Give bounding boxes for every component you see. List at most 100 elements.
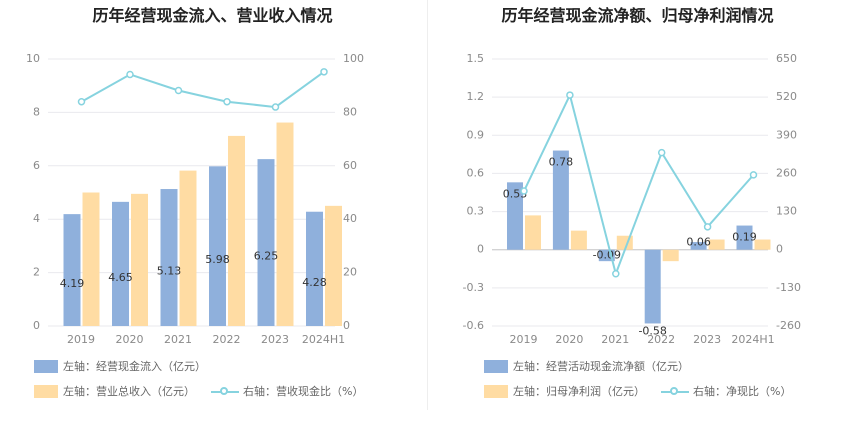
legend-label-net-profit: 左轴：归母净利润（亿元）	[513, 385, 645, 398]
left-chart-title: 历年经营现金流入、营业收入情况	[92, 6, 333, 25]
right-category-label: 2019	[510, 333, 538, 346]
right-left-tick-label: 0	[477, 243, 484, 256]
left-right-tick-label: 0	[343, 319, 350, 332]
left-bar-primary	[63, 214, 81, 326]
right-bar-secondary	[525, 215, 541, 250]
left-category-label: 2024H1	[302, 333, 345, 346]
right-ratio-point	[749, 171, 758, 179]
right-right-tick-label: 130	[776, 205, 797, 218]
right-bar-secondary	[708, 239, 725, 250]
left-left-tick-label: 6	[33, 159, 40, 172]
left-ratio-point	[174, 86, 183, 95]
left-bar-secondary	[325, 205, 342, 326]
left-right-tick-label: 40	[343, 212, 357, 225]
right-category-label: 2024H1	[731, 333, 774, 346]
legend-label-cash-revenue-ratio: 右轴：营收现金比（%）	[243, 385, 364, 398]
right-bar-data-label: 0.78	[549, 156, 574, 169]
left-legend-row-2: 左轴：营业总收入（亿元） 右轴：营收现金比（%）	[34, 383, 363, 399]
right-right-tick-label: 520	[776, 90, 797, 103]
right-ratio-point	[520, 187, 528, 195]
right-left-tick-label: 0.3	[467, 205, 485, 218]
right-ratio-point	[566, 91, 574, 99]
left-left-tick-label: 8	[33, 105, 40, 118]
legend-swatch-revenue	[34, 384, 58, 398]
right-right-tick-label: 260	[776, 166, 797, 179]
left-category-label: 2020	[116, 333, 144, 346]
legend-swatch-cash-inflow	[34, 359, 58, 373]
left-bar-primary	[209, 166, 226, 326]
right-right-tick-label: -130	[776, 281, 801, 294]
right-legend-row-2: 左轴：归母净利润（亿元） 右轴：净现比（%）	[484, 383, 791, 399]
right-ratio-line	[523, 92, 755, 278]
legend-label-net-cash-ratio: 右轴：净现比（%）	[693, 385, 792, 398]
left-ratio-point	[77, 97, 86, 106]
legend-label-net-cash-flow: 左轴：经营活动现金流净额（亿元）	[513, 360, 689, 373]
right-ratio-point	[703, 223, 712, 231]
right-bar-secondary	[662, 249, 679, 262]
left-bar-data-label: 4.19	[60, 277, 85, 290]
right-right-tick-label: -260	[776, 319, 801, 332]
right-chart-title: 历年经营现金流净额、归母净利润情况	[501, 6, 774, 25]
legend-swatch-net-cash-flow	[484, 359, 508, 373]
right-bar-data-label: 0.06	[686, 236, 711, 249]
right-category-label: 2021	[601, 333, 629, 346]
legend-label-cash-inflow: 左轴：经营现金流入（亿元）	[63, 360, 206, 373]
left-bar-primary	[306, 211, 323, 326]
left-ratio-point	[126, 70, 134, 79]
left-left-tick-label: 0	[33, 319, 40, 332]
left-ratio-point	[320, 68, 328, 76]
left-bar-primary	[160, 189, 178, 326]
right-right-tick-label: 650	[776, 52, 797, 65]
left-left-tick-label: 10	[26, 52, 40, 65]
left-bar-primary	[257, 159, 275, 326]
right-bar-data-label: 0.19	[732, 231, 757, 244]
right-bar-secondary	[754, 239, 771, 250]
right-right-tick-label: 0	[776, 243, 783, 256]
right-left-tick-label: 1.2	[467, 90, 485, 103]
right-left-tick-label: 0.9	[467, 128, 485, 141]
right-bar-primary	[736, 225, 753, 250]
left-right-tick-label: 100	[343, 52, 364, 65]
legend-swatch-net-cash-ratio	[661, 385, 689, 398]
right-category-label: 2023	[693, 333, 721, 346]
left-category-label: 2019	[67, 333, 95, 346]
right-bar-primary	[598, 249, 615, 262]
right-bar-primary	[690, 242, 707, 250]
left-bar-data-label: 6.25	[254, 250, 279, 263]
left-bar-data-label: 4.65	[108, 271, 133, 284]
left-legend-row-1: 左轴：经营现金流入（亿元）	[34, 358, 206, 374]
left-ratio-line	[81, 71, 325, 109]
right-category-label: 2020	[555, 333, 583, 346]
left-bar-data-label: 4.28	[302, 276, 327, 289]
left-bar-data-label: 5.13	[157, 265, 182, 278]
right-bar-data-label: -0.09	[593, 249, 621, 262]
left-bar-secondary	[131, 193, 148, 326]
legend-swatch-net-profit	[484, 384, 508, 398]
left-bar-primary	[112, 201, 129, 326]
left-right-tick-label: 80	[343, 105, 357, 118]
right-left-tick-label: 0.6	[467, 166, 485, 179]
right-bar-primary	[507, 182, 523, 250]
right-bar-data-label: -0.58	[638, 324, 666, 337]
left-bar-secondary	[228, 135, 245, 326]
right-ratio-point	[612, 270, 620, 278]
left-bar-secondary	[82, 192, 100, 326]
left-bar-secondary	[179, 170, 197, 326]
right-ratio-point	[657, 148, 666, 157]
left-ratio-point	[271, 103, 280, 111]
right-right-tick-label: 390	[776, 128, 797, 141]
left-bar-secondary	[276, 122, 294, 327]
right-bar-primary	[552, 150, 569, 250]
left-category-label: 2023	[261, 333, 289, 346]
legend-swatch-cash-revenue-ratio	[211, 385, 239, 398]
left-right-tick-label: 20	[343, 266, 357, 279]
left-category-label: 2022	[213, 333, 241, 346]
left-left-tick-label: 2	[33, 266, 40, 279]
right-category-label: 2022	[647, 333, 675, 346]
right-bar-primary	[644, 249, 661, 324]
right-left-tick-label: -0.3	[463, 281, 484, 294]
left-right-tick-label: 60	[343, 159, 357, 172]
panel-divider	[427, 0, 428, 410]
left-ratio-point	[223, 97, 231, 106]
